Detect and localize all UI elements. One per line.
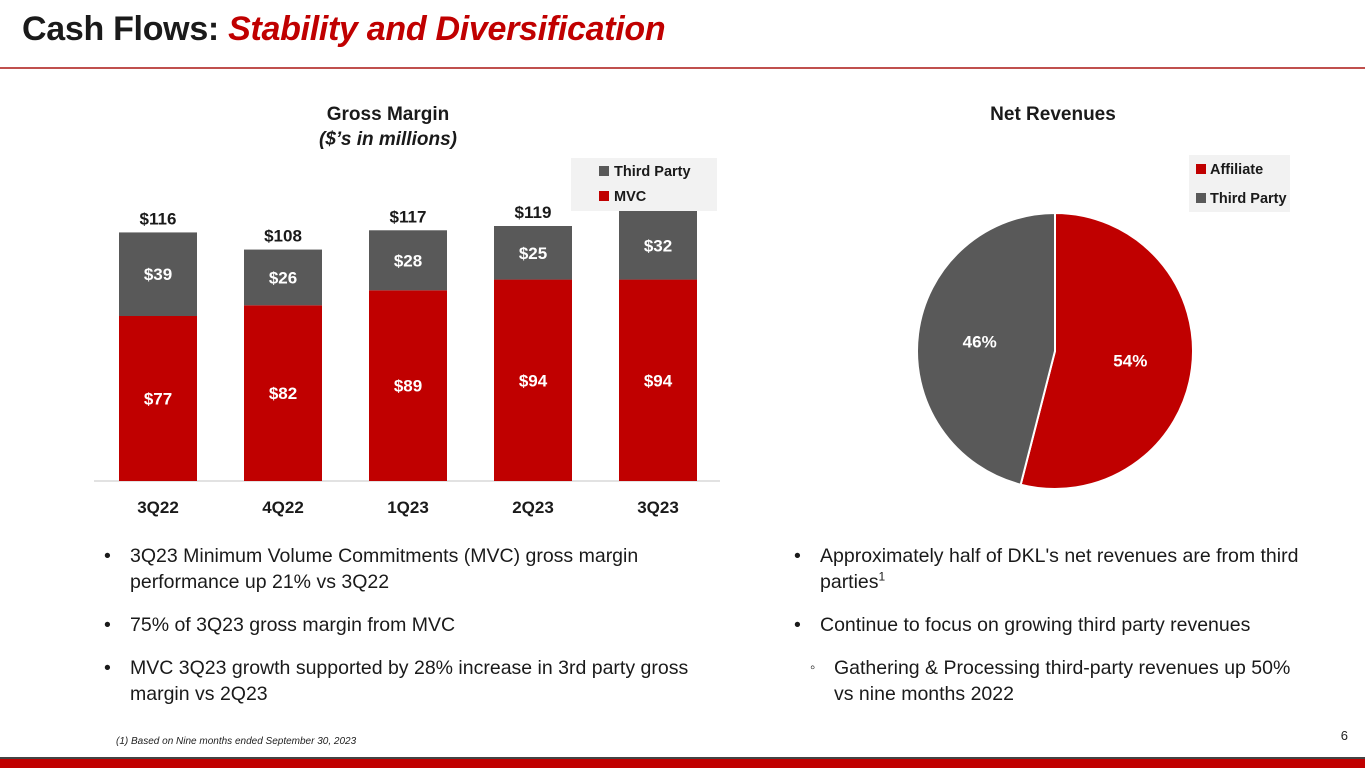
bar-third-party-1Q23 (369, 230, 447, 291)
pie-legend-label-1: Third Party (1210, 191, 1287, 207)
label-third-party-2Q23: $25 (519, 244, 547, 263)
bar-chart-subtitle: ($’s in millions) (319, 129, 457, 150)
pie-chart-title: Net Revenues (990, 104, 1116, 125)
net-revenues-pie-chart: 54% 46% Affiliate Third Party (916, 155, 1290, 490)
bar-mvc-3Q23 (619, 279, 697, 481)
bar-legend-box (571, 158, 717, 211)
label-total-4Q22: $108 (264, 227, 302, 246)
bar-chart-title: Gross Margin (326, 104, 450, 125)
label-mvc-3Q22: $77 (144, 390, 172, 409)
bottom-brand-bar (0, 757, 1365, 768)
page-number: 6 (1340, 728, 1348, 743)
tick-4Q22: 4Q22 (262, 498, 304, 517)
left-bullet-2: 75% of 3Q23 gross margin from MVC (102, 612, 742, 638)
label-mvc-2Q23: $94 (519, 371, 548, 390)
label-mvc-1Q23: $89 (394, 377, 422, 396)
right-sub-bullet-1: Gathering & Processing third-party reven… (792, 655, 1312, 707)
pie-slice-affiliate (1019, 211, 1194, 490)
bar-third-party-2Q23 (494, 226, 572, 280)
bar-legend-swatch-0 (599, 166, 609, 176)
pie-legend-label-0: Affiliate (1210, 162, 1263, 178)
bar-legend: Third Party MVC (571, 158, 717, 211)
right-bullet-1: Approximately half of DKL's net revenues… (792, 543, 1312, 595)
label-total-3Q22: $116 (140, 209, 177, 228)
tick-2Q23: 2Q23 (512, 498, 554, 517)
left-bullet-list: 3Q23 Minimum Volume Commitments (MVC) gr… (102, 543, 742, 724)
label-mvc-4Q22: $82 (269, 384, 297, 403)
page-title: Cash Flows: Stability and Diversificatio… (22, 10, 666, 49)
pie-legend-swatch-1 (1196, 193, 1206, 203)
bar-third-party-3Q23 (619, 211, 697, 280)
label-total-2Q23: $119 (515, 203, 552, 222)
label-mvc-3Q23: $94 (644, 371, 673, 390)
right-bullet-2: Continue to focus on growing third party… (792, 612, 1312, 638)
label-third-party-1Q23: $28 (394, 251, 422, 270)
title-main: Cash Flows: (22, 10, 229, 48)
gross-margin-bar-chart: $77 $39 $116 3Q22 $82 $26 $108 4Q22 $89 $28 $117 1Q… (94, 158, 720, 517)
tick-1Q23: 1Q23 (387, 498, 429, 517)
title-accent: Stability and Diversification (228, 10, 666, 48)
label-third-party-3Q23: $32 (644, 236, 672, 255)
footnote: (1) Based on Nine months ended September… (116, 736, 357, 747)
bar-third-party-3Q22 (119, 232, 197, 316)
pie-label-affiliate: 54% (1113, 352, 1147, 371)
label-total-1Q23: $117 (390, 207, 427, 226)
footnote-marker: 1 (878, 569, 886, 584)
right-bullet-1-text: Approximately half of DKL's net revenues… (820, 545, 1299, 593)
label-third-party-4Q22: $26 (269, 268, 297, 287)
bar-legend-label-1: MVC (614, 189, 647, 205)
pie-legend: Affiliate Third Party (1189, 155, 1290, 212)
bar-legend-swatch-1 (599, 191, 609, 201)
pie-legend-swatch-0 (1196, 164, 1206, 174)
right-bullet-list: Approximately half of DKL's net revenues… (792, 543, 1312, 724)
charts-canvas: $77 $39 $116 3Q22 $82 $26 $108 4Q22 $89 $28 $117 1Q… (94, 155, 1290, 517)
bar-legend-label-0: Third Party (614, 164, 691, 180)
title-divider (0, 67, 1365, 69)
bar-mvc-4Q22 (244, 305, 322, 481)
left-bullet-1: 3Q23 Minimum Volume Commitments (MVC) gr… (102, 543, 742, 595)
bar-third-party-4Q22 (244, 249, 322, 306)
bar-mvc-1Q23 (369, 290, 447, 481)
bar-mvc-2Q23 (494, 279, 572, 481)
tick-3Q23: 3Q23 (637, 498, 679, 517)
pie-slice-third-party (916, 211, 1056, 486)
label-third-party-3Q22: $39 (144, 265, 172, 284)
pie-label-third-party: 46% (963, 332, 997, 351)
tick-3Q22: 3Q22 (137, 498, 179, 517)
bar-mvc-3Q22 (119, 316, 197, 481)
left-bullet-3: MVC 3Q23 growth supported by 28% increas… (102, 655, 742, 707)
